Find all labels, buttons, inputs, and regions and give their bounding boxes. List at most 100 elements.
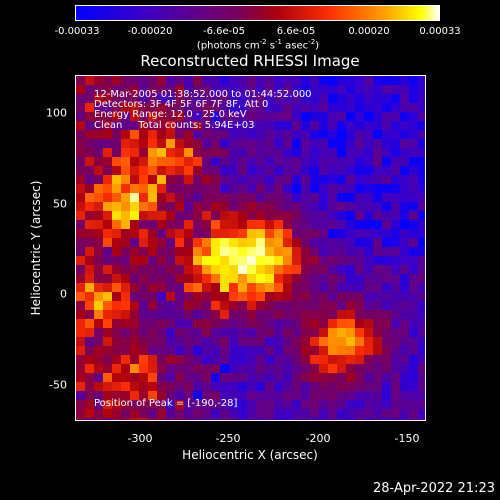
image-pixel xyxy=(130,418,140,420)
image-pixel xyxy=(202,265,212,275)
image-pixel xyxy=(139,301,149,311)
colorbar-tick-label: 0.00033 xyxy=(419,26,461,37)
image-pixel xyxy=(112,328,122,338)
image-pixel xyxy=(355,157,365,167)
image-pixel xyxy=(319,400,329,410)
image-pixel xyxy=(184,283,194,293)
image-pixel xyxy=(355,391,365,401)
image-pixel xyxy=(310,148,320,158)
image-pixel xyxy=(391,400,401,410)
image-pixel xyxy=(382,328,392,338)
image-pixel xyxy=(247,157,257,167)
image-pixel xyxy=(121,391,131,401)
image-pixel xyxy=(229,193,239,203)
image-pixel xyxy=(310,400,320,410)
image-pixel xyxy=(346,355,356,365)
image-pixel xyxy=(337,418,347,420)
image-pixel xyxy=(346,103,356,113)
image-pixel xyxy=(184,310,194,320)
image-pixel xyxy=(265,364,275,374)
image-pixel xyxy=(247,292,257,302)
image-pixel xyxy=(157,139,167,149)
image-pixel xyxy=(85,157,95,167)
image-pixel xyxy=(391,94,401,104)
image-pixel xyxy=(130,310,140,320)
image-pixel xyxy=(256,238,266,248)
image-pixel xyxy=(355,256,365,266)
image-pixel xyxy=(121,382,131,392)
image-pixel xyxy=(94,94,104,104)
image-pixel xyxy=(409,175,419,185)
image-pixel xyxy=(247,418,257,420)
image-pixel xyxy=(364,256,374,266)
image-pixel xyxy=(364,319,374,329)
image-pixel xyxy=(175,355,185,365)
image-pixel xyxy=(310,337,320,347)
image-pixel xyxy=(175,247,185,257)
image-pixel xyxy=(121,247,131,257)
image-pixel xyxy=(364,211,374,221)
image-pixel xyxy=(409,265,419,275)
image-pixel xyxy=(121,328,131,338)
image-pixel xyxy=(247,103,257,113)
image-pixel xyxy=(409,337,419,347)
image-pixel xyxy=(310,328,320,338)
image-pixel xyxy=(112,409,122,419)
image-pixel xyxy=(274,310,284,320)
image-pixel xyxy=(220,238,230,248)
image-pixel xyxy=(103,346,113,356)
image-pixel xyxy=(94,121,104,131)
image-pixel xyxy=(319,409,329,419)
image-pixel xyxy=(355,373,365,383)
image-pixel xyxy=(265,274,275,284)
image-pixel xyxy=(94,148,104,158)
image-pixel xyxy=(76,391,86,401)
image-pixel xyxy=(184,94,194,104)
image-pixel xyxy=(382,364,392,374)
image-pixel xyxy=(157,130,167,140)
image-pixel xyxy=(373,400,383,410)
image-pixel xyxy=(211,391,221,401)
image-pixel xyxy=(202,238,212,248)
image-pixel xyxy=(121,346,131,356)
image-pixel xyxy=(328,337,338,347)
image-pixel xyxy=(346,409,356,419)
image-pixel xyxy=(382,382,392,392)
image-pixel xyxy=(283,301,293,311)
image-pixel xyxy=(202,211,212,221)
image-pixel xyxy=(166,202,176,212)
image-pixel xyxy=(184,301,194,311)
image-pixel xyxy=(328,319,338,329)
image-pixel xyxy=(220,112,230,122)
image-pixel xyxy=(274,157,284,167)
image-pixel xyxy=(418,274,425,284)
image-pixel xyxy=(265,193,275,203)
image-pixel xyxy=(283,175,293,185)
image-pixel xyxy=(328,166,338,176)
image-pixel xyxy=(148,391,158,401)
image-pixel xyxy=(319,292,329,302)
image-pixel xyxy=(157,292,167,302)
image-pixel xyxy=(112,76,122,86)
image-pixel xyxy=(256,85,266,95)
image-pixel xyxy=(139,355,149,365)
image-pixel xyxy=(193,103,203,113)
image-pixel xyxy=(229,337,239,347)
image-pixel xyxy=(418,355,425,365)
image-pixel xyxy=(418,148,425,158)
image-pixel xyxy=(211,265,221,275)
image-pixel xyxy=(139,211,149,221)
image-pixel xyxy=(247,283,257,293)
image-pixel xyxy=(184,112,194,122)
image-pixel xyxy=(346,328,356,338)
image-pixel xyxy=(418,193,425,203)
image-pixel xyxy=(193,319,203,329)
image-pixel xyxy=(418,328,425,338)
image-pixel xyxy=(184,382,194,392)
image-pixel xyxy=(256,229,266,239)
image-pixel xyxy=(382,193,392,203)
image-pixel xyxy=(283,382,293,392)
image-pixel xyxy=(193,247,203,257)
image-pixel xyxy=(139,157,149,167)
image-pixel xyxy=(85,355,95,365)
